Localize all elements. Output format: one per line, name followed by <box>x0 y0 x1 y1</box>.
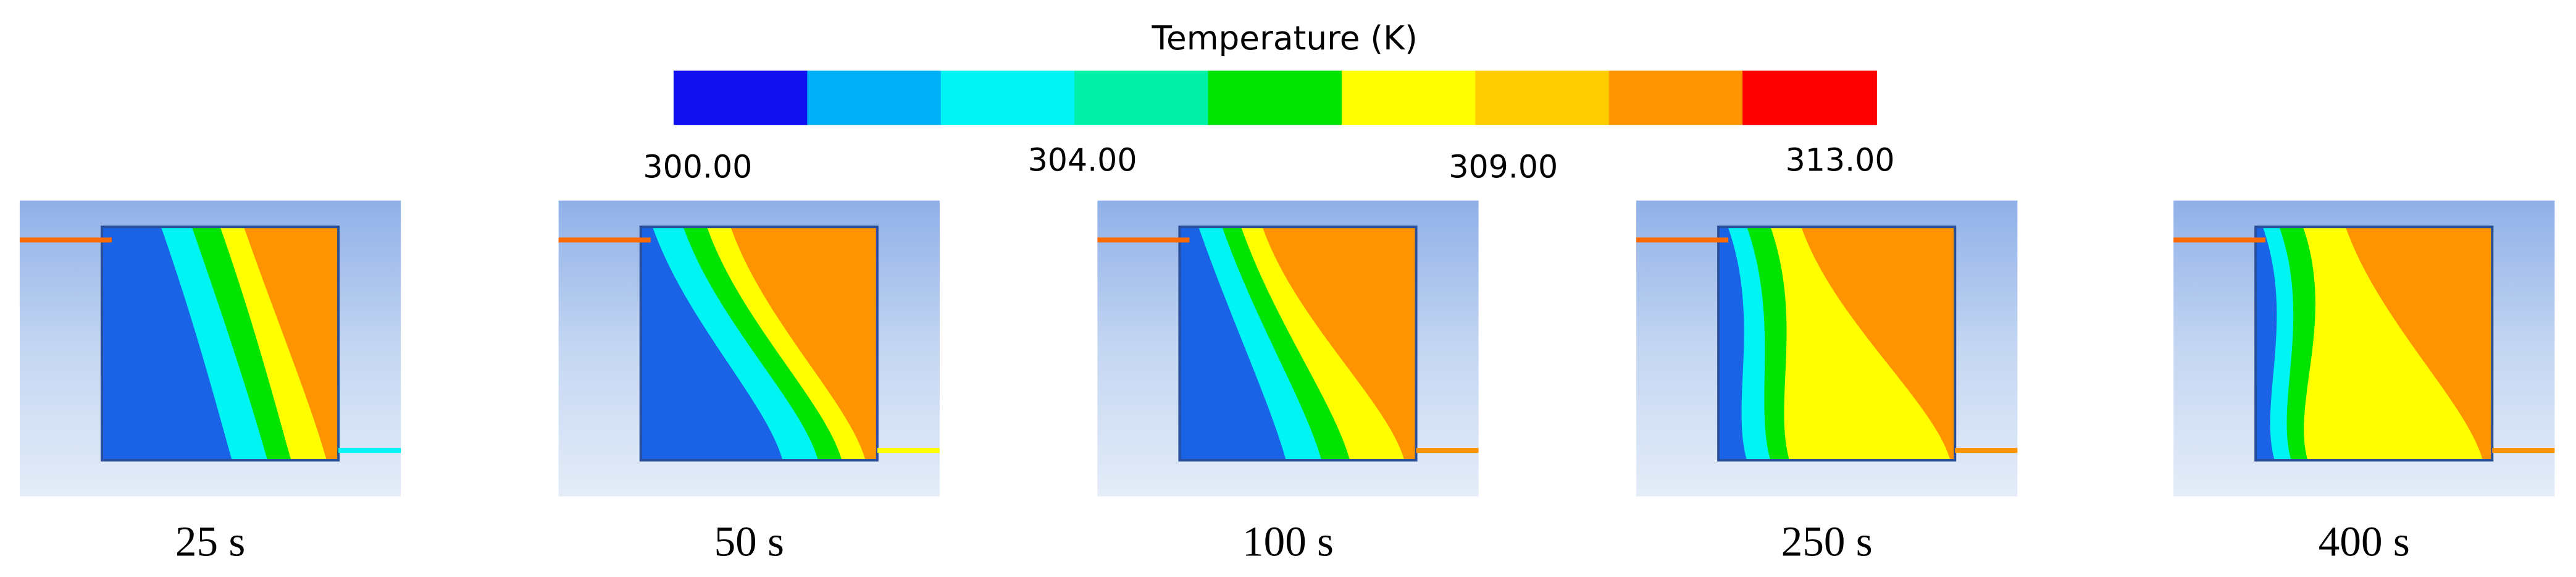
colorbar-label: 313.00 <box>1786 142 1895 179</box>
tank-wall <box>100 225 340 462</box>
colorbar-title: Temperature (K) <box>1152 19 1418 57</box>
tank <box>1178 225 1418 462</box>
simulation-panel <box>19 200 401 497</box>
color-bin <box>807 70 942 125</box>
colorbar-label: 300.00 <box>643 148 752 185</box>
panel-label: 400 s <box>2319 517 2410 565</box>
tank <box>1717 225 1957 462</box>
color-bin <box>1475 70 1610 125</box>
panel-label: 25 s <box>175 517 245 565</box>
color-bin <box>673 70 808 125</box>
color-bin <box>1341 70 1476 125</box>
simulation-panel <box>1636 200 2018 497</box>
color-bin <box>1074 70 1209 125</box>
simulation-panel <box>2173 200 2555 497</box>
color-bin <box>940 70 1076 125</box>
tank-wall <box>1717 225 1957 462</box>
temperature-zone <box>1262 227 1416 461</box>
temperature-zone <box>243 227 339 461</box>
tank <box>2254 225 2494 462</box>
panel-label: 50 s <box>714 517 784 565</box>
color-bin <box>1608 70 1744 125</box>
temperature-zone <box>1801 227 1955 461</box>
color-bin <box>1742 70 1877 125</box>
colorbar-label: 309.00 <box>1449 148 1558 185</box>
color-bin <box>1208 70 1343 125</box>
simulation-panel <box>558 200 940 497</box>
panel-label: 250 s <box>1781 517 1873 565</box>
temperature-zone <box>2345 227 2493 461</box>
colorbar-label: 304.00 <box>1028 142 1137 179</box>
tank-wall <box>639 225 879 462</box>
tank-wall <box>2254 225 2494 462</box>
panel-label: 100 s <box>1242 517 1334 565</box>
temperature-zone <box>730 227 877 461</box>
tank-wall <box>1178 225 1418 462</box>
simulation-panel <box>1097 200 1479 497</box>
tank <box>639 225 879 462</box>
tank <box>100 225 340 462</box>
